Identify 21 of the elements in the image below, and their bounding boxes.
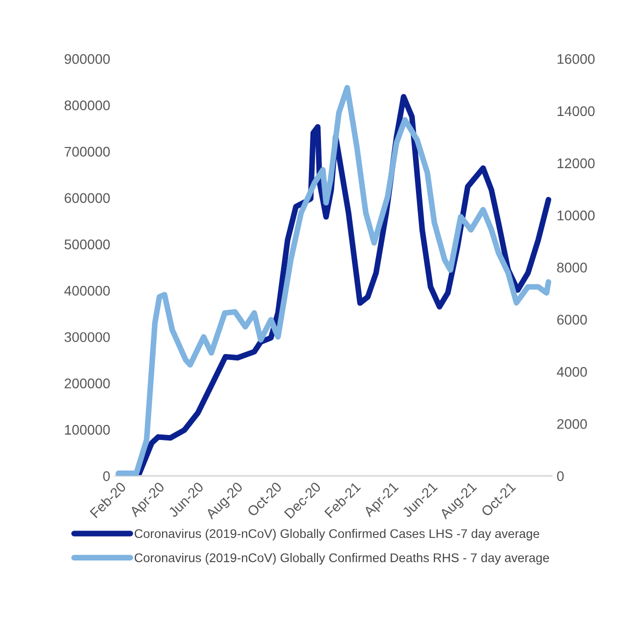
y2-tick-label: 0 — [557, 471, 564, 482]
y-tick-label: 900000 — [64, 54, 110, 64]
legend-label: Coronavirus (2019-nCoV) Globally Confirmed Cases LHS -7 day average — [134, 528, 540, 541]
y2-tick-label: 10000 — [558, 210, 595, 220]
y-tick-label: 100000 — [65, 424, 110, 435]
y-tick-label: 300000 — [64, 332, 110, 342]
y2-tick-label: 2000 — [557, 419, 587, 429]
y-tick-label: 0 — [103, 471, 110, 482]
y-tick-label: 500000 — [64, 239, 110, 250]
y-tick-label: 200000 — [64, 378, 110, 388]
y-tick-label: 400000 — [64, 286, 110, 296]
y2-tick-label: 6000 — [557, 314, 587, 325]
legend-label: Coronavirus (2019-nCoV) Globally Confirmed Deaths RHS - 7 day average — [134, 553, 549, 565]
y-tick-label: 700000 — [64, 146, 110, 157]
y2-tick-label: 4000 — [556, 366, 587, 377]
y2-tick-label: 8000 — [557, 262, 587, 273]
y-tick-label: 800000 — [64, 100, 110, 110]
y2-tick-label: 16000 — [558, 54, 595, 64]
y-tick-label: 600000 — [64, 193, 110, 203]
y2-tick-label: 14000 — [558, 106, 595, 116]
y2-tick-label: 12000 — [558, 158, 595, 168]
